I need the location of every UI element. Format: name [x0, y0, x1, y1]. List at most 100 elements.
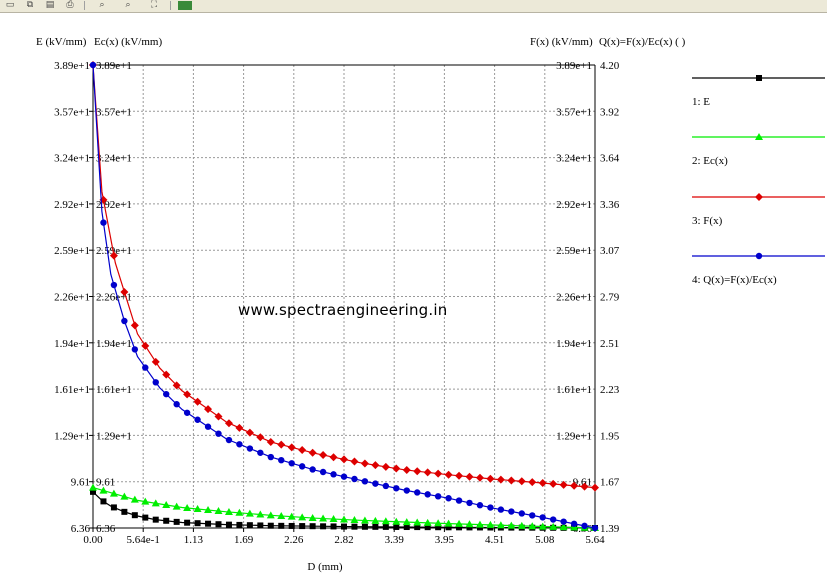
data-point-series-1	[205, 520, 212, 527]
zoom-in-icon[interactable]: ⌕	[99, 0, 105, 10]
y-tick-label-ec: 2.26e+1	[96, 292, 132, 304]
data-point-series-4	[529, 512, 536, 519]
data-point-series-3	[245, 428, 254, 437]
data-point-series-2	[120, 492, 129, 500]
data-point-series-1	[215, 521, 222, 528]
series-line-3	[92, 64, 596, 489]
data-point-series-4	[591, 524, 599, 532]
data-point-series-1	[246, 522, 253, 529]
data-point-series-2	[204, 506, 213, 514]
data-point-series-4	[351, 475, 358, 483]
data-point-series-3	[455, 471, 464, 480]
data-point-series-3	[371, 461, 380, 470]
watermark-text: www.spectraengineering.in	[238, 301, 448, 319]
data-point-series-3	[130, 321, 139, 330]
data-point-series-4	[340, 473, 348, 480]
data-point-series-1	[173, 518, 180, 525]
y-tick-label-f: 3.24e+1	[556, 153, 592, 165]
data-point-series-4	[89, 61, 97, 69]
data-point-series-1	[382, 523, 389, 530]
data-point-series-1	[121, 508, 128, 515]
data-point-series-4	[361, 478, 369, 485]
data-point-series-2	[235, 508, 244, 516]
legend-label-3: 3: F(x)	[692, 215, 723, 227]
data-point-series-4	[278, 456, 285, 464]
data-point-series-2	[402, 518, 411, 526]
x-tick-label: 3.95	[435, 534, 455, 546]
data-point-series-2	[245, 509, 254, 517]
y-tick-label-ec: 6.36	[96, 523, 116, 535]
y-tick-label-q: 2.51	[600, 338, 619, 350]
data-point-series-1	[445, 524, 452, 531]
data-point-series-3	[224, 419, 233, 428]
data-point-series-2	[89, 483, 97, 491]
data-point-series-4	[204, 423, 212, 430]
data-point-series-4	[194, 416, 201, 423]
data-point-series-2	[151, 499, 160, 507]
data-point-series-1	[435, 524, 442, 531]
data-point-series-4	[298, 463, 306, 470]
data-point-series-3	[465, 472, 474, 481]
data-point-series-4	[288, 460, 295, 467]
legend-label-4: 4: Q(x)=F(x)/Ec(x)	[692, 274, 777, 286]
data-point-series-3	[434, 469, 443, 478]
y-tick-label-q: 3.64	[600, 153, 620, 165]
data-point-series-1	[194, 520, 201, 527]
data-point-series-3	[256, 433, 265, 442]
y-tick-label-f: 2.59e+1	[556, 245, 592, 257]
data-point-series-3	[360, 459, 369, 468]
data-point-series-2	[496, 521, 505, 529]
y-tick-label-e: 3.24e+1	[54, 153, 90, 165]
data-point-series-3	[591, 483, 599, 492]
data-point-series-3	[308, 448, 317, 457]
data-point-series-1	[152, 516, 159, 523]
y-tick-label-f: 2.26e+1	[556, 292, 592, 304]
data-point-series-4	[110, 281, 118, 289]
legend-marker-3	[755, 193, 763, 201]
data-point-series-1	[278, 522, 285, 529]
zoom-fit-icon[interactable]: ⛶	[150, 0, 158, 10]
new-doc-icon[interactable]: ▭	[5, 0, 15, 10]
copy-icon[interactable]: ⧉	[26, 0, 34, 10]
data-point-series-4	[173, 401, 180, 408]
data-point-series-2	[444, 519, 453, 527]
y-tick-label-q: 2.79	[600, 292, 620, 304]
data-point-series-2	[455, 519, 464, 527]
data-point-series-2	[434, 519, 443, 527]
data-point-series-3	[287, 443, 296, 452]
data-point-series-4	[319, 468, 327, 476]
y-tick-label-e: 1.29e+1	[54, 430, 90, 442]
y-tick-label-ec: 3.57e+1	[96, 106, 132, 118]
data-point-series-4	[257, 449, 264, 456]
data-point-series-1	[299, 523, 306, 530]
data-point-series-4	[487, 504, 494, 511]
data-point-series-4	[142, 364, 149, 371]
data-point-series-2	[381, 517, 390, 525]
y-tick-label-ec: 3.24e+1	[96, 153, 132, 165]
y-tick-label-q: 1.95	[600, 430, 620, 442]
data-point-series-1	[351, 523, 358, 530]
y-tick-label-ec: 9.61	[96, 477, 115, 489]
paste-icon[interactable]: ▤	[45, 0, 55, 10]
data-point-series-3	[277, 440, 286, 449]
data-point-series-3	[475, 473, 484, 482]
y-tick-label-e: 3.89e+1	[54, 60, 90, 72]
zoom-out-icon[interactable]: ⌕	[125, 0, 131, 10]
data-point-series-3	[549, 479, 558, 488]
data-point-series-4	[152, 379, 159, 386]
data-point-series-1	[372, 523, 379, 530]
data-point-series-2	[287, 512, 296, 520]
data-point-series-4	[549, 516, 557, 523]
data-point-series-4	[434, 493, 442, 500]
data-point-series-1	[341, 523, 347, 530]
data-point-series-2	[193, 505, 202, 513]
print-icon[interactable]: ⎙	[66, 0, 74, 10]
data-point-series-2	[214, 507, 223, 515]
data-point-series-2	[528, 522, 537, 530]
color-settings-icon[interactable]	[178, 1, 192, 10]
x-tick-label: 5.08	[535, 534, 555, 546]
data-point-series-2	[371, 516, 380, 524]
data-point-series-2	[517, 521, 526, 529]
data-point-series-1	[90, 488, 96, 495]
data-point-series-4	[581, 522, 588, 530]
